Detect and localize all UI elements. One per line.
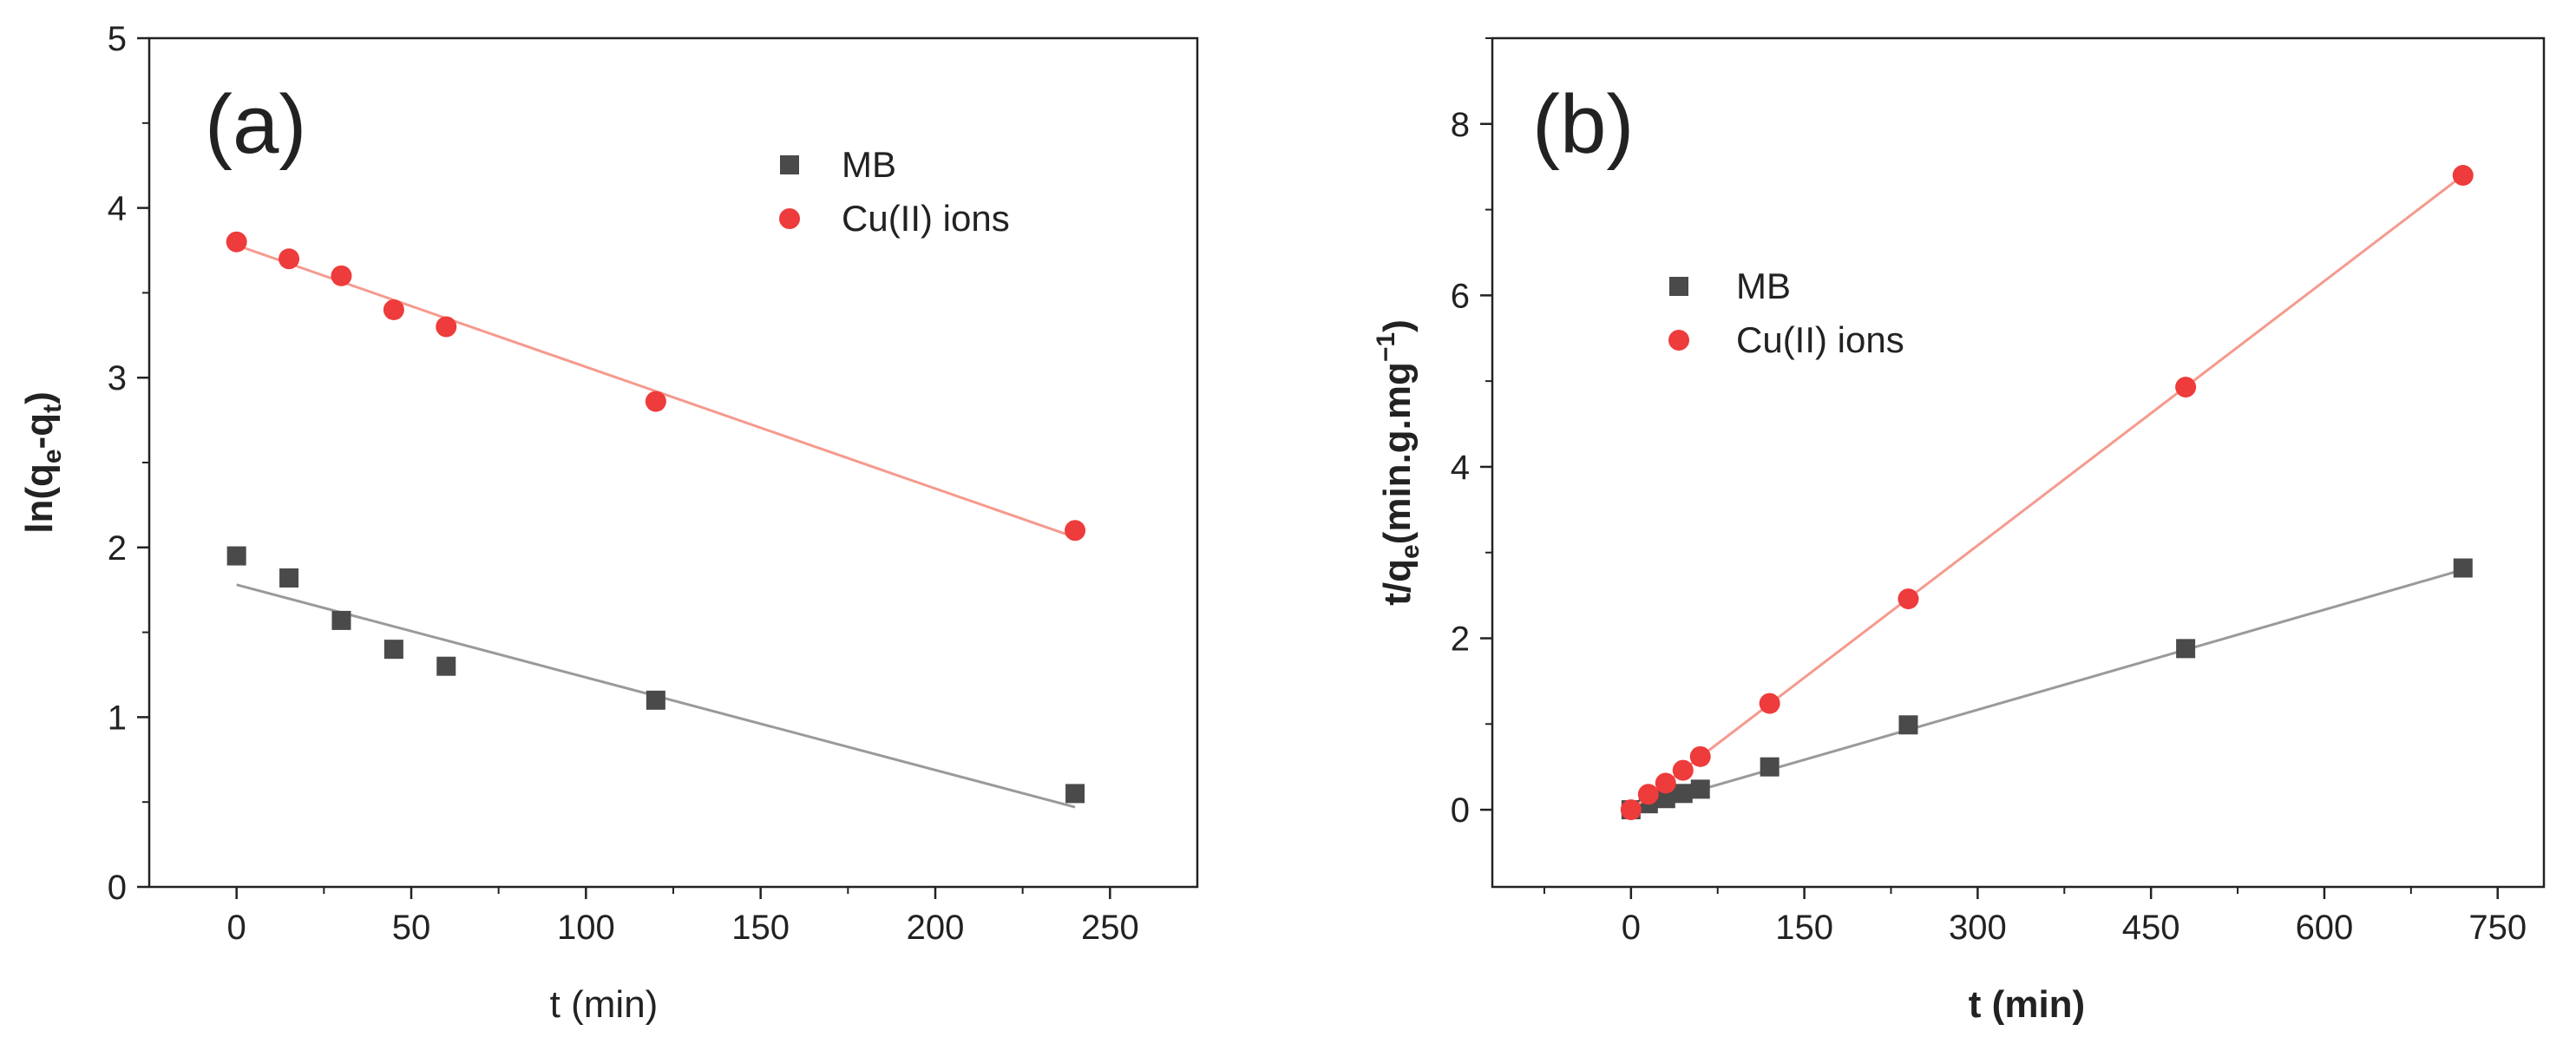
data-point [436, 656, 456, 676]
data-point [383, 640, 403, 660]
series-cu-ions [226, 231, 1086, 542]
data-point [2453, 558, 2473, 578]
y-tick-label: 4 [1451, 449, 1470, 487]
data-point [1898, 588, 1919, 610]
data-point [383, 299, 404, 320]
data-point [1065, 520, 1086, 542]
x-axis-title: t (min) [1969, 983, 2085, 1026]
x-tick-label: 200 [907, 909, 965, 947]
y-tick-label: 5 [108, 20, 127, 58]
x-tick-label: 250 [1081, 909, 1139, 947]
x-tick-label: 50 [392, 909, 431, 947]
data-point [1637, 784, 1659, 805]
y-tick-label: 2 [108, 529, 127, 568]
fit-line [1630, 568, 2464, 811]
data-point [1655, 772, 1676, 794]
x-tick-label: 450 [2122, 909, 2180, 947]
data-point [1673, 784, 1693, 804]
data-point [1065, 784, 1085, 804]
x-tick-label: 600 [2296, 909, 2354, 947]
y-tick-label: 4 [108, 190, 127, 228]
data-point [226, 546, 246, 566]
legend-marker [780, 155, 799, 174]
plot-frame [1491, 36, 2546, 889]
legend-marker [1668, 330, 1689, 351]
panel-label: (b) [1532, 78, 1634, 171]
data-point [1655, 789, 1675, 809]
x-tick-label: 100 [557, 909, 615, 947]
x-tick-label: 300 [1949, 909, 2007, 947]
panel-label: (a) [205, 78, 306, 171]
data-point [2175, 377, 2197, 398]
series-cu-ions [1620, 165, 2474, 821]
y-tick-label: 6 [1451, 277, 1470, 315]
legend-label: MB [1736, 266, 1791, 306]
data-point [1689, 745, 1711, 767]
legend-label: Cu(II) ions [1736, 319, 1904, 360]
x-tick-label: 150 [731, 909, 790, 947]
y-tick-label: 8 [1451, 106, 1470, 144]
y-tick-label: 0 [1451, 791, 1470, 830]
legend-marker [1669, 277, 1688, 296]
y-tick-label: 3 [108, 359, 127, 397]
x-tick-label: 750 [2468, 909, 2527, 947]
chart-panel-a: 0 50 100 150 200 250 0 1 2 3 4 5 t (min) ln(qe-qt) (a)… [18, 20, 1199, 1026]
chart-panel-b: 0 150 300 450 600 750 0 2 4 6 8 t (min) t/qe(min.g.m… [1372, 36, 2546, 1026]
data-point [436, 316, 457, 338]
data-point [331, 265, 352, 286]
data-point [1898, 715, 1918, 735]
y-axis-title: t/qe(min.g.mg−1) [1372, 319, 1425, 606]
legend-label: Cu(II) ions [842, 198, 1010, 239]
y-axis-title: ln(qe-qt) [18, 391, 67, 534]
x-axis-title: t (min) [550, 983, 659, 1026]
data-point [1620, 799, 1642, 821]
data-point [2176, 639, 2196, 659]
series-mb [1621, 558, 2473, 820]
y-tick-label: 2 [1451, 620, 1470, 659]
data-point [331, 610, 351, 630]
data-point [645, 391, 666, 412]
x-tick-label: 150 [1775, 909, 1833, 947]
y-tick-label: 0 [108, 869, 127, 907]
data-point [1672, 759, 1694, 781]
data-point [279, 248, 300, 270]
series-mb [226, 546, 1085, 809]
y-tick-label: 1 [108, 699, 127, 737]
legend-marker [779, 208, 800, 229]
data-point [1759, 693, 1780, 714]
data-point [279, 568, 299, 588]
data-point [2452, 165, 2474, 187]
data-point [1760, 757, 1780, 777]
x-tick-label: 0 [227, 909, 246, 947]
data-point [226, 231, 247, 253]
data-point [1690, 779, 1710, 799]
x-tick-label: 0 [1622, 909, 1641, 947]
legend-label: MB [842, 144, 896, 185]
data-point [646, 690, 665, 710]
